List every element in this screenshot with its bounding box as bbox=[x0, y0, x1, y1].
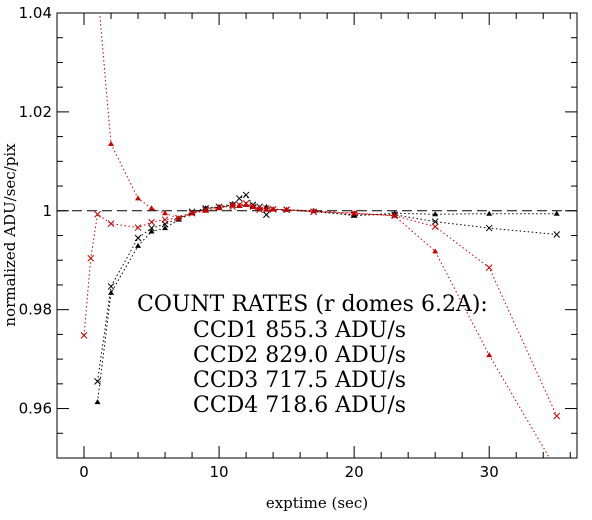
series-1-point bbox=[486, 210, 493, 216]
series-1-point bbox=[148, 228, 155, 234]
series-3-point bbox=[243, 201, 250, 207]
series-4-point bbox=[215, 203, 223, 211]
series-2-point bbox=[134, 234, 142, 242]
series-2-point bbox=[262, 211, 270, 219]
series-4-point bbox=[256, 206, 263, 214]
series-4-point bbox=[229, 203, 236, 211]
series-3-point bbox=[162, 210, 169, 216]
x-tick-label: 10 bbox=[210, 463, 229, 481]
annotation-ccd3: CCD3 717.5 ADU/s bbox=[193, 368, 406, 393]
series-3-point bbox=[148, 205, 155, 211]
x-axis-label: exptime (sec) bbox=[266, 494, 368, 512]
series-2-point bbox=[553, 231, 561, 238]
series-2-point bbox=[485, 224, 493, 232]
series-4-point bbox=[262, 204, 270, 212]
series-1-point bbox=[432, 211, 439, 217]
series-2-point bbox=[107, 283, 115, 290]
series-1-point bbox=[162, 225, 169, 231]
series-2-point bbox=[148, 224, 155, 232]
tick-layer bbox=[56, 12, 577, 459]
series-4-point bbox=[161, 216, 169, 224]
series-4-point bbox=[283, 206, 290, 214]
series-4-point bbox=[391, 212, 399, 220]
series-4-point bbox=[553, 412, 561, 420]
series-3-point bbox=[263, 206, 270, 212]
annotation-title: COUNT RATES (r domes 6.2A): bbox=[137, 292, 488, 317]
series-4-point bbox=[202, 206, 209, 214]
x-tick-label: 30 bbox=[480, 463, 499, 481]
x-tick-label: 20 bbox=[345, 463, 364, 481]
series-4-point bbox=[350, 209, 358, 217]
series-4-point bbox=[242, 200, 250, 207]
series-1-point bbox=[108, 289, 115, 295]
series-layer bbox=[80, 13, 561, 472]
series-4-point bbox=[94, 210, 101, 218]
series-4-point bbox=[175, 214, 182, 222]
series-4-point bbox=[188, 209, 196, 217]
series-1-point bbox=[94, 399, 101, 405]
y-tick-label: 0.96 bbox=[19, 400, 52, 418]
tick-label-layer: 0 10 20 30 0.96 0.98 1 1.02 1.04 bbox=[19, 4, 499, 481]
annotation-ccd4: CCD4 718.6 ADU/s bbox=[193, 393, 406, 418]
series-4-point bbox=[107, 220, 115, 227]
annotation-ccd1: CCD1 855.3 ADU/s bbox=[193, 318, 406, 343]
y-tick-label: 1.04 bbox=[19, 4, 52, 22]
series-2-point bbox=[242, 191, 250, 199]
series-1-point bbox=[135, 242, 142, 248]
annotation-ccd2: CCD2 829.0 ADU/s bbox=[193, 343, 406, 368]
series-4-point bbox=[310, 208, 317, 216]
series-4-point bbox=[134, 224, 142, 231]
series-4-point bbox=[87, 254, 95, 262]
series-1-point bbox=[263, 203, 270, 209]
series-3-point bbox=[486, 352, 493, 358]
series-3-point bbox=[216, 205, 223, 211]
series-1-point bbox=[553, 210, 560, 216]
x-tick-label: 0 bbox=[79, 463, 89, 481]
series-3-point bbox=[256, 205, 263, 211]
series-3-point bbox=[432, 248, 439, 254]
y-tick-label: 1.02 bbox=[19, 103, 52, 121]
series-2-point bbox=[94, 378, 101, 385]
series-4-point bbox=[269, 205, 277, 213]
series-4-point bbox=[148, 218, 155, 226]
series-3-point bbox=[108, 141, 115, 147]
series-2-line bbox=[97, 194, 557, 382]
series-4-point bbox=[80, 332, 88, 339]
series-3-point bbox=[554, 467, 560, 472]
y-tick-label: 1 bbox=[42, 202, 52, 220]
series-3-point bbox=[135, 195, 142, 201]
y-tick-label: 0.98 bbox=[19, 301, 52, 319]
y-axis-label: normalized ADU/sec/pix bbox=[1, 143, 19, 327]
series-4-point bbox=[249, 203, 257, 211]
series-4-point bbox=[235, 201, 243, 209]
series-4-point bbox=[485, 264, 493, 271]
series-2-point bbox=[235, 195, 243, 202]
series-2-point bbox=[431, 218, 439, 226]
series-4-point bbox=[431, 223, 439, 230]
